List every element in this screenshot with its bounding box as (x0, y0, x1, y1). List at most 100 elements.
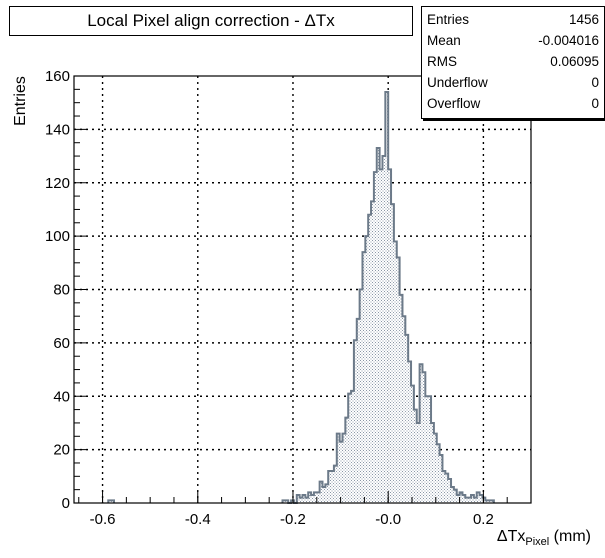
histogram-bar (345, 417, 349, 503)
y-tick-label: 120 (45, 175, 70, 192)
stats-box: Entries 1456 Mean -0.004016 RMS 0.06095 … (421, 6, 605, 119)
stats-row-underflow: Underflow 0 (427, 72, 599, 93)
x-axis-label-unit: (mm) (549, 528, 591, 545)
y-tick-label: 60 (53, 335, 70, 352)
histogram-bar (319, 481, 323, 503)
histogram-bar (442, 470, 446, 503)
stats-value: 0 (591, 96, 599, 111)
stats-value: 1456 (568, 12, 599, 27)
histogram-bar (428, 396, 432, 503)
histogram-bar (385, 92, 389, 503)
y-tick-label: 140 (45, 121, 70, 138)
y-tick-label: 100 (45, 228, 70, 245)
histogram-bar (336, 433, 340, 503)
histogram-bar (462, 494, 466, 503)
histogram-bar (479, 494, 483, 503)
histogram-bar (459, 492, 463, 503)
histogram-bar (451, 486, 454, 503)
histogram-bar (111, 500, 114, 503)
histogram-bar (391, 204, 394, 503)
histogram-bar (359, 289, 363, 503)
histogram-bar (373, 172, 377, 503)
histogram-bar (356, 318, 360, 503)
histogram-bar (491, 500, 494, 503)
histogram-bar (282, 500, 286, 503)
histogram-bar (439, 454, 443, 503)
x-tick-label: 0.2 (473, 511, 494, 528)
histogram-bar (331, 470, 334, 503)
histogram-bar (371, 201, 374, 503)
y-tick-label: 40 (53, 388, 70, 405)
x-axis-ticks: -0.6 -0.4 -0.2 -0.0 0.2 (78, 491, 532, 528)
chart-title: Local Pixel align correction - ΔTx (9, 6, 413, 36)
histogram-bar (436, 444, 440, 503)
histogram-bar (396, 257, 400, 503)
histogram-bar (302, 494, 306, 503)
histogram-bar (408, 361, 412, 503)
x-tick-label: -0.6 (90, 511, 116, 528)
histogram-bar (422, 372, 426, 503)
histogram-bar (485, 500, 489, 503)
y-axis-label: Entries (12, 76, 29, 126)
histogram-bar (388, 169, 392, 503)
histogram-bar (431, 422, 434, 503)
histogram-bar (351, 390, 354, 503)
grid-lines (74, 76, 531, 503)
histogram-bar (453, 489, 457, 503)
x-tick-label: -0.2 (280, 511, 306, 528)
histogram-bar (365, 236, 369, 503)
x-axis-label-main: ΔTx (496, 528, 526, 545)
x-axis-label: ΔTxPixel (mm) (497, 528, 591, 548)
histogram-bar (433, 433, 437, 503)
y-tick-label: 160 (45, 68, 70, 85)
histogram-bar (413, 409, 417, 503)
histogram-bar (456, 494, 460, 503)
stats-value: 0.06095 (550, 54, 599, 69)
histogram-bar (285, 500, 289, 503)
histogram-bar (473, 497, 477, 503)
stats-value: 0 (591, 75, 599, 90)
stats-row-overflow: Overflow 0 (427, 93, 599, 114)
histogram-bar (448, 478, 452, 503)
histogram-bar (488, 500, 492, 503)
histogram-bar (299, 497, 303, 503)
chart-title-text: Local Pixel align correction - ΔTx (87, 11, 335, 30)
x-tick-label: -0.0 (375, 511, 401, 528)
stats-label: RMS (427, 54, 457, 69)
stats-label: Entries (427, 12, 470, 27)
histogram-bar (311, 494, 314, 503)
histogram-bar (471, 494, 474, 503)
stats-row-entries: Entries 1456 (427, 9, 599, 30)
histogram-bar (382, 156, 386, 503)
stats-label: Overflow (427, 96, 481, 111)
x-tick-label: -0.4 (185, 511, 211, 528)
y-tick-label: 80 (53, 282, 70, 299)
histogram-bar (353, 340, 357, 503)
histogram-bar (416, 422, 420, 503)
histogram-bar (368, 214, 372, 503)
histogram-bar (379, 169, 383, 503)
histogram-bar (316, 492, 320, 503)
histogram-bar (465, 497, 469, 503)
histogram-bar (402, 316, 406, 503)
histogram-bar (405, 334, 409, 503)
histogram-bar (296, 494, 300, 503)
stats-row-rms: RMS 0.06095 (427, 51, 599, 72)
histogram-bar (476, 492, 480, 503)
histogram-bar (399, 294, 403, 503)
histogram-bar (333, 465, 337, 503)
histogram-bar (362, 252, 366, 503)
y-tick-label: 0 (62, 495, 70, 512)
x-axis-label-sub: Pixel (525, 536, 550, 549)
stats-label: Underflow (427, 75, 488, 90)
histogram-bar (339, 441, 343, 503)
histogram-bar (328, 470, 332, 503)
histogram-outline (107, 91, 495, 504)
histogram-bar (425, 396, 429, 503)
histogram-bar (308, 492, 312, 503)
histogram-bar (342, 433, 346, 503)
histogram-bar (376, 148, 380, 503)
histogram-bar (411, 385, 414, 503)
stats-row-mean: Mean -0.004016 (427, 30, 599, 51)
